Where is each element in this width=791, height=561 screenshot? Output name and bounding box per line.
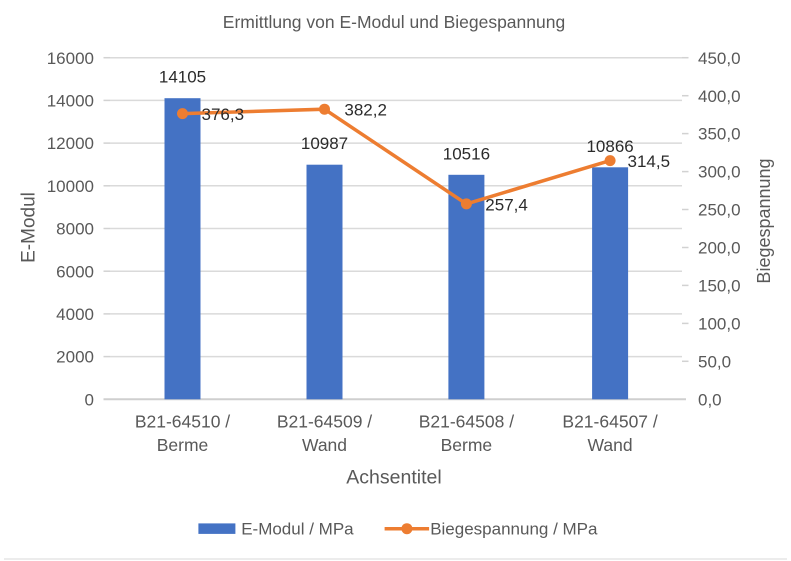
svg-text:50,0: 50,0: [698, 352, 731, 371]
svg-text:200,0: 200,0: [698, 239, 741, 258]
svg-text:Berme: Berme: [157, 435, 209, 455]
svg-text:314,5: 314,5: [628, 152, 671, 171]
svg-text:257,4: 257,4: [485, 196, 528, 215]
svg-text:450,0: 450,0: [698, 49, 741, 68]
svg-text:Wand: Wand: [588, 435, 633, 455]
svg-text:12000: 12000: [47, 134, 94, 153]
svg-text:382,2: 382,2: [344, 101, 387, 120]
svg-text:B21-64510 /: B21-64510 /: [135, 412, 230, 432]
svg-text:14105: 14105: [159, 68, 206, 87]
svg-text:300,0: 300,0: [698, 163, 741, 182]
svg-text:2000: 2000: [56, 348, 94, 367]
svg-text:Biegespannung: Biegespannung: [754, 158, 774, 283]
svg-text:376,3: 376,3: [202, 105, 245, 124]
svg-text:B21-64507 /: B21-64507 /: [562, 412, 657, 432]
svg-text:E-Modul: E-Modul: [19, 192, 40, 263]
svg-text:B21-64509 /: B21-64509 /: [277, 412, 372, 432]
svg-text:150,0: 150,0: [698, 277, 741, 296]
svg-text:Wand: Wand: [302, 435, 347, 455]
svg-text:16000: 16000: [47, 49, 94, 68]
svg-text:0: 0: [85, 390, 94, 409]
svg-text:E-Modul / MPa: E-Modul / MPa: [241, 520, 354, 539]
svg-text:400,0: 400,0: [698, 87, 741, 106]
svg-text:14000: 14000: [47, 92, 94, 111]
svg-text:4000: 4000: [56, 305, 94, 324]
svg-text:10000: 10000: [47, 177, 94, 196]
svg-text:B21-64508 /: B21-64508 /: [419, 412, 514, 432]
svg-text:350,0: 350,0: [698, 125, 741, 144]
svg-text:0,0: 0,0: [698, 390, 722, 409]
svg-text:10516: 10516: [443, 144, 490, 163]
svg-text:10866: 10866: [586, 137, 633, 156]
svg-text:Ermittlung von E-Modul und Bie: Ermittlung von E-Modul und Biegespannung: [223, 12, 565, 32]
svg-text:100,0: 100,0: [698, 315, 741, 334]
svg-text:Berme: Berme: [441, 435, 493, 455]
svg-text:10987: 10987: [301, 134, 348, 153]
svg-text:Biegespannung / MPa: Biegespannung / MPa: [430, 520, 598, 539]
svg-text:250,0: 250,0: [698, 201, 741, 220]
svg-text:6000: 6000: [56, 262, 94, 281]
svg-text:8000: 8000: [56, 220, 94, 239]
svg-text:Achsentitel: Achsentitel: [346, 467, 441, 489]
